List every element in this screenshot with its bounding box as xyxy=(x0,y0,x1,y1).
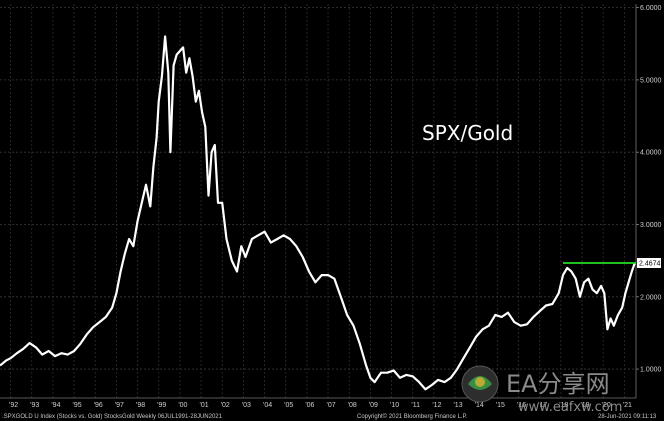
y-tick-label: 6.0000 xyxy=(640,5,662,12)
x-tick-label: '16 xyxy=(517,402,526,409)
x-tick-label: '97 xyxy=(115,402,124,409)
x-tick-label: '12 xyxy=(432,402,441,409)
x-tick-label: '06 xyxy=(305,402,314,409)
x-tick-label: '94 xyxy=(51,402,60,409)
x-tick-label: '00 xyxy=(178,402,187,409)
x-tick-label: '10 xyxy=(390,402,399,409)
x-tick-label: '09 xyxy=(369,402,378,409)
x-tick-label: '99 xyxy=(157,402,166,409)
x-tick-label: '15 xyxy=(496,402,505,409)
x-tick-label: '92 xyxy=(9,402,18,409)
x-tick-label: '01 xyxy=(200,402,209,409)
y-tick-label: 2.0000 xyxy=(640,294,662,301)
chart-title: SPX/Gold xyxy=(422,121,513,145)
last-value-box xyxy=(637,257,661,268)
x-tick-label: '98 xyxy=(136,402,145,409)
x-tick-label: '93 xyxy=(30,402,39,409)
x-tick-label: '19 xyxy=(580,402,589,409)
x-tick-label: '07 xyxy=(326,402,335,409)
footer-right: 28-Jun-2021 09:11:13 xyxy=(598,414,657,420)
x-tick-label: '21 xyxy=(623,402,632,409)
grid xyxy=(0,4,636,398)
x-tick-label: '18 xyxy=(559,402,568,409)
x-tick-label: '14 xyxy=(475,402,484,409)
y-tick-label: 1.0000 xyxy=(640,367,662,374)
x-tick-label: '96 xyxy=(94,402,103,409)
y-tick-label: 4.0000 xyxy=(640,150,662,157)
x-tick-label: '04 xyxy=(263,402,272,409)
x-tick-label: '08 xyxy=(348,402,357,409)
x-tick-label: '05 xyxy=(284,402,293,409)
x-tick-label: '20 xyxy=(602,402,611,409)
y-tick-label: 5.0000 xyxy=(640,77,662,84)
x-tick-label: '11 xyxy=(411,402,420,409)
footer-center: Copyright© 2021 Bloomberg Finance L.P. xyxy=(357,413,468,420)
series-line xyxy=(0,35,636,391)
reference-line-layer: 2.4674 xyxy=(562,257,661,268)
x-tick-label: '17 xyxy=(538,402,547,409)
watermark-logo: EA分享网 www.eafxw.com xyxy=(461,365,622,415)
axes: 1.0000 2.0000 3.0000 4.0000 5.0000 6.0000 '92 '… xyxy=(0,4,662,409)
watermark-url: www.eafxw.com xyxy=(518,400,622,415)
x-tick-label: '03 xyxy=(242,402,251,409)
last-value-label: 2.4674 xyxy=(639,260,661,267)
series-layer xyxy=(0,35,636,391)
x-tick-label: '13 xyxy=(453,402,462,409)
y-tick-label: 3.0000 xyxy=(640,222,662,229)
x-tick-label: '02 xyxy=(221,402,230,409)
footer-left: .SPXGOLD U Index (Stocks vs. Gold) Stock… xyxy=(2,414,223,420)
watermark-brand: EA分享网 xyxy=(506,370,610,398)
x-tick-label: '95 xyxy=(73,402,82,409)
